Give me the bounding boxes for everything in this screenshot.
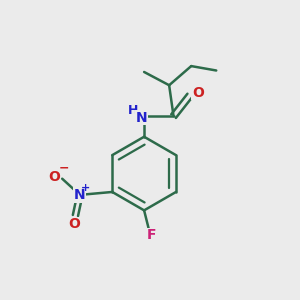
- Text: H: H: [128, 104, 138, 117]
- Text: O: O: [192, 85, 204, 100]
- Text: N: N: [74, 188, 86, 202]
- Text: F: F: [147, 228, 156, 242]
- Text: O: O: [48, 170, 60, 184]
- Text: −: −: [58, 161, 69, 174]
- Text: O: O: [68, 217, 80, 231]
- Text: N: N: [135, 111, 147, 124]
- Text: +: +: [81, 182, 90, 193]
